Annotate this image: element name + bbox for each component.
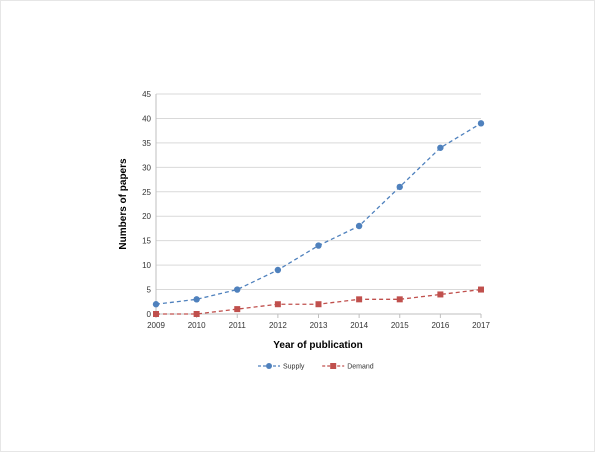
y-tick-label-40: 40 <box>142 114 151 123</box>
x-tick-label-2013: 2013 <box>310 321 328 330</box>
supply-point-2014 <box>355 222 363 230</box>
demand-point-2017 <box>478 286 484 293</box>
supply-point-2016 <box>437 144 444 151</box>
y-tick-label-10: 10 <box>142 261 151 270</box>
x-tick-label-2017: 2017 <box>472 321 490 330</box>
demand-point-2014 <box>356 296 363 303</box>
supply-point-2015 <box>396 183 403 191</box>
demand-point-2009 <box>153 311 159 317</box>
legend-marker-demand <box>330 363 337 369</box>
x-tick-label-2014: 2014 <box>350 321 368 330</box>
gridlines <box>156 93 481 291</box>
y-tick-labels: 0 5 10 15 20 25 30 35 40 45 <box>142 90 151 319</box>
legend-label-demand: Demand <box>347 364 374 371</box>
x-tick-label-2011: 2011 <box>229 321 247 330</box>
supply-point-2011 <box>234 286 241 293</box>
y-tick-label-25: 25 <box>142 188 151 197</box>
y-tick-label-35: 35 <box>142 139 151 148</box>
y-tick-label-15: 15 <box>142 237 151 246</box>
x-tick-label-2009: 2009 <box>147 321 165 330</box>
supply-point-2010 <box>193 296 200 303</box>
demand-point-2010 <box>193 311 200 317</box>
supply-series-line <box>155 122 482 305</box>
series-layer <box>152 120 485 317</box>
y-tick-label-5: 5 <box>147 286 152 295</box>
demand-point-2011 <box>234 306 241 313</box>
demand-point-2013 <box>315 301 322 308</box>
x-axis-title: Year of publication <box>273 340 362 351</box>
legend-marker-supply <box>266 363 272 369</box>
axes <box>155 94 482 318</box>
supply-point-2017 <box>477 120 485 127</box>
supply-point-2012 <box>274 266 282 274</box>
legend: Supply Demand <box>258 363 374 371</box>
y-tick-label-30: 30 <box>142 163 151 172</box>
x-tick-label-2015: 2015 <box>391 321 409 330</box>
y-tick-label-45: 45 <box>142 90 151 99</box>
x-tick-label-2012: 2012 <box>269 321 287 330</box>
supply-point-2009 <box>152 301 160 308</box>
x-tick-label-2016: 2016 <box>431 321 449 330</box>
y-tick-label-0: 0 <box>147 310 152 319</box>
demand-point-2015 <box>396 296 403 303</box>
supply-point-2013 <box>315 242 322 249</box>
y-tick-label-20: 20 <box>142 212 151 221</box>
demand-point-2016 <box>437 291 444 298</box>
demand-point-2012 <box>274 301 281 308</box>
x-tick-label-2010: 2010 <box>188 321 206 330</box>
x-tick-labels: 2009 2010 2011 2012 2013 2014 2015 2016 2017 <box>147 321 490 330</box>
y-axis-title: Numbers of papers <box>118 158 129 250</box>
legend-label-supply: Supply <box>283 364 305 371</box>
